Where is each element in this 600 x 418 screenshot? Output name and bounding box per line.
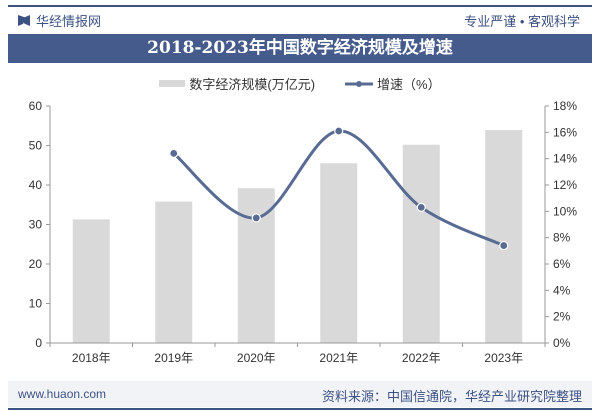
left-tick-label: 50 [29,139,43,153]
footer-url: www.huaon.com [18,387,107,401]
right-tick-label: 12% [553,178,577,192]
right-tick-label: 8% [553,231,571,245]
bottom-rule [8,408,592,410]
right-tick-label: 4% [553,283,571,297]
chart-title: 2018-2023年中国数字经济规模及增速 [8,34,592,63]
right-tick-label: 14% [553,152,577,166]
x-tick-label: 2019年 [154,351,193,365]
bar-2019年 [155,201,193,343]
left-tick-label: 10 [29,297,43,311]
left-tick-label: 0 [35,336,42,350]
left-tick-label: 20 [29,257,43,271]
growth-point [169,148,179,158]
right-tick-label: 2% [553,310,571,324]
left-tick-label: 60 [29,99,43,113]
brand-name: 华经情报网 [36,14,102,29]
legend-item-bar: 数字经济规模(万亿元) [159,74,315,93]
growth-point [499,240,509,251]
growth-point [334,126,344,136]
footer-source: 资料来源：中国信通院，华经产业研究院整理 [321,389,582,404]
legend-bar-label: 数字经济规模(万亿元) [189,77,316,92]
footer: www.huaon.com 资料来源：中国信通院，华经产业研究院整理 [8,381,592,407]
brand-logo-icon [18,15,30,26]
legend-line-label: 增速（%） [377,77,441,92]
bar-2018年 [72,219,110,343]
brand: 华经情报网 [18,11,101,30]
legend-bar-swatch [159,80,186,87]
right-tick-label: 10% [553,204,577,218]
x-tick-label: 2021年 [319,351,358,365]
right-tick-label: 0% [553,336,571,350]
left-tick-label: 30 [29,218,43,232]
right-tick-label: 6% [553,257,571,271]
bar-2022年 [402,144,440,343]
x-tick-label: 2022年 [402,351,441,365]
top-rule [8,5,592,7]
left-tick-label: 40 [29,178,43,192]
bar-2021年 [320,163,358,343]
growth-point [416,202,426,212]
legend-line-swatch [345,80,374,87]
x-tick-label: 2023年 [484,351,523,365]
legend: 数字经济规模(万亿元) 增速（%） [0,74,600,93]
legend-item-line: 增速（%） [345,74,441,93]
x-tick-label: 2020年 [237,351,276,365]
bar-2023年 [485,130,523,343]
x-tick-label: 2018年 [72,351,111,365]
growth-point [251,213,261,223]
right-tick-label: 16% [553,125,577,139]
right-tick-label: 18% [553,99,577,113]
motto: 专业严谨 • 客观科学 [464,14,580,29]
